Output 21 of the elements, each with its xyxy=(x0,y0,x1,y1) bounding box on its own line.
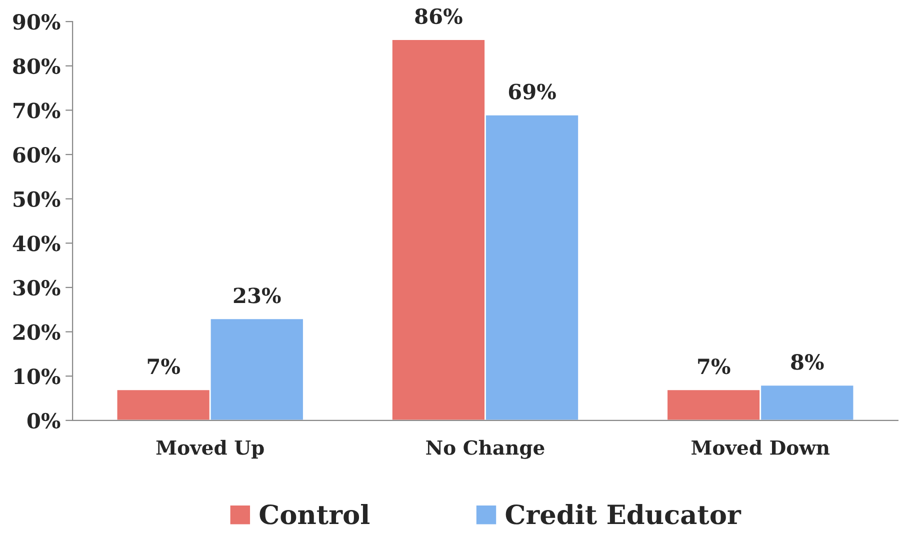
y-tick-label: 20% xyxy=(13,324,60,340)
y-tick-label: 80% xyxy=(13,58,60,74)
y-tick-label: 90% xyxy=(13,14,60,30)
data-label: 86% xyxy=(415,8,462,24)
x-tick-label: Moved Up xyxy=(156,440,264,459)
x-tick-label: Moved Down xyxy=(692,440,830,455)
y-tick-label: 50% xyxy=(14,191,60,208)
data-label: 69% xyxy=(508,84,556,100)
y-tick-label: 10% xyxy=(14,368,60,384)
y-tick-label: 0% xyxy=(27,412,60,429)
data-label: 23% xyxy=(234,288,281,304)
y-tick-label: 40% xyxy=(12,236,60,252)
data-label: 7% xyxy=(148,358,180,374)
x-tick-label: No Change xyxy=(426,440,544,459)
y-tick-label: 30% xyxy=(13,280,60,296)
y-tick-label: 70% xyxy=(14,102,60,118)
data-label: 8% xyxy=(791,354,824,370)
y-tick-label: 60% xyxy=(13,146,60,163)
legend-label: Control xyxy=(260,504,370,524)
data-label: 7% xyxy=(698,358,730,374)
legend-label: Credit Educator xyxy=(506,504,742,524)
